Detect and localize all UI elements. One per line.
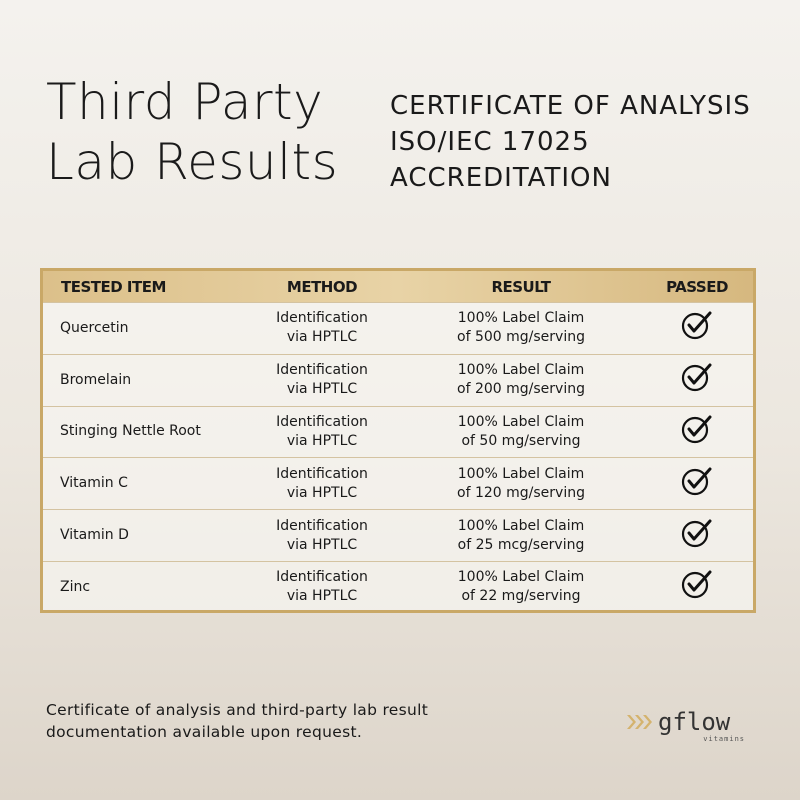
logo-chevrons — [627, 715, 652, 729]
passed-cell — [641, 360, 753, 400]
result-line: of 200 mg/serving — [457, 381, 585, 398]
result-line: 100% Label Claim — [457, 465, 585, 482]
method-line: via HPTLC — [286, 381, 358, 398]
table-header: TESTED ITEM METHOD RESULT PASSED — [43, 271, 753, 302]
result-cell: 100% Label Claim of 25 mcg/serving — [401, 517, 641, 555]
check-icon — [681, 519, 712, 547]
method-cell: Identification via HPTLC — [243, 413, 401, 451]
method-cell: Identification via HPTLC — [243, 361, 401, 399]
method-cell: Identification via HPTLC — [243, 517, 401, 555]
method-line: Identification — [276, 517, 368, 534]
footer-note: Certificate of analysis and third-party … — [46, 699, 428, 743]
result-cell: 100% Label Claim of 200 mg/serving — [401, 361, 641, 399]
passed-cell — [641, 308, 753, 348]
column-header: RESULT — [491, 277, 551, 296]
results-table: TESTED ITEM METHOD RESULT PASSED Quercet… — [40, 268, 756, 613]
passed-cell — [641, 464, 753, 504]
note-line: Certificate of analysis and third-party … — [46, 701, 429, 719]
passed-cell — [641, 567, 753, 607]
subtitle-line: ACCREDITATION — [390, 163, 612, 193]
column-header: TESTED ITEM — [61, 277, 166, 296]
subtitle-line: CERTIFICATE OF ANALYSIS — [390, 91, 751, 121]
check-mark — [687, 570, 712, 592]
check-icon — [681, 467, 712, 495]
table-row: Vitamin D Identification via HPTLC 100% Lab… — [43, 509, 753, 561]
result-cell: 100% Label Claim of 500 mg/serving — [401, 309, 641, 347]
method-line: Identification — [276, 310, 368, 327]
check-mark — [687, 363, 712, 385]
note-line: documentation available upon request. — [46, 723, 363, 741]
result-line: of 120 mg/serving — [457, 484, 585, 501]
method-line: via HPTLC — [286, 536, 358, 553]
result-cell: 100% Label Claim of 22 mg/serving — [401, 568, 641, 606]
check-icon — [681, 311, 712, 340]
logo-name: gflow — [658, 708, 731, 736]
title-line: Lab Results — [46, 133, 339, 191]
result-line: of 22 mg/serving — [461, 588, 581, 605]
table-row: Quercetin Identification via HPTLC 100% Lab… — [43, 302, 753, 354]
result-cell: 100% Label Claim of 120 mg/serving — [401, 465, 641, 503]
method-line: via HPTLC — [286, 329, 358, 346]
method-line: via HPTLC — [286, 484, 358, 501]
table-row: Zinc Identification via HPTLC 100% Label Cl… — [43, 560, 753, 613]
check-mark — [687, 519, 712, 541]
check-icon — [681, 570, 712, 599]
method-cell: Identification via HPTLC — [243, 309, 401, 347]
result-cell: 100% Label Claim of 50 mg/serving — [401, 413, 641, 451]
passed-cell — [641, 516, 753, 556]
tested-item: Vitamin D — [60, 527, 129, 544]
check-circle — [681, 572, 709, 599]
check-circle — [681, 468, 709, 495]
tested-item: Vitamin C — [60, 475, 128, 492]
result-line: 100% Label Claim — [457, 517, 585, 534]
result-line: 100% Label Claim — [457, 310, 585, 327]
result-line: of 50 mg/serving — [461, 432, 581, 449]
tested-item: Bromelain — [60, 371, 132, 388]
title: Third Party Lab Results — [46, 72, 338, 192]
title-line: Third Party — [46, 73, 324, 131]
method-line: Identification — [276, 413, 368, 430]
column-header: METHOD — [286, 277, 358, 296]
result-line: 100% Label Claim — [457, 362, 585, 379]
table-row: Vitamin C Identification via HPTLC 100% Lab… — [43, 457, 753, 509]
result-line: of 25 mcg/serving — [457, 536, 585, 553]
logo-tagline: vitamins — [703, 735, 745, 743]
check-icon — [681, 363, 712, 392]
result-line: 100% Label Claim — [457, 413, 585, 430]
passed-cell — [641, 412, 753, 452]
method-line: Identification — [276, 569, 368, 586]
method-line: via HPTLC — [286, 432, 358, 449]
check-mark — [687, 467, 712, 489]
tested-item: Stinging Nettle Root — [60, 423, 201, 440]
logo: gflow vitamins — [627, 708, 745, 743]
tested-item: Zinc — [60, 578, 91, 595]
check-mark — [687, 415, 712, 437]
subtitle-line: ISO/IEC 17025 — [390, 127, 590, 157]
result-line: of 500 mg/serving — [457, 329, 585, 346]
result-line: 100% Label Claim — [457, 569, 585, 586]
method-line: Identification — [276, 465, 368, 482]
method-cell: Identification via HPTLC — [243, 465, 401, 503]
subtitle: CERTIFICATE OF ANALYSIS ISO/IEC 17025 AC… — [390, 88, 751, 196]
column-header: PASSED — [666, 277, 728, 296]
method-line: Identification — [276, 362, 368, 379]
check-mark — [687, 311, 712, 333]
method-line: via HPTLC — [286, 588, 358, 605]
method-cell: Identification via HPTLC — [243, 568, 401, 606]
check-circle — [681, 365, 709, 392]
table-row: Bromelain Identification via HPTLC 100% Lab… — [43, 353, 753, 406]
tested-item: Quercetin — [60, 319, 129, 336]
check-circle — [681, 313, 709, 340]
check-icon — [681, 415, 712, 444]
table-row: Stinging Nettle Root Identification via HP… — [43, 405, 753, 458]
check-circle — [681, 416, 709, 444]
check-circle — [681, 520, 709, 547]
